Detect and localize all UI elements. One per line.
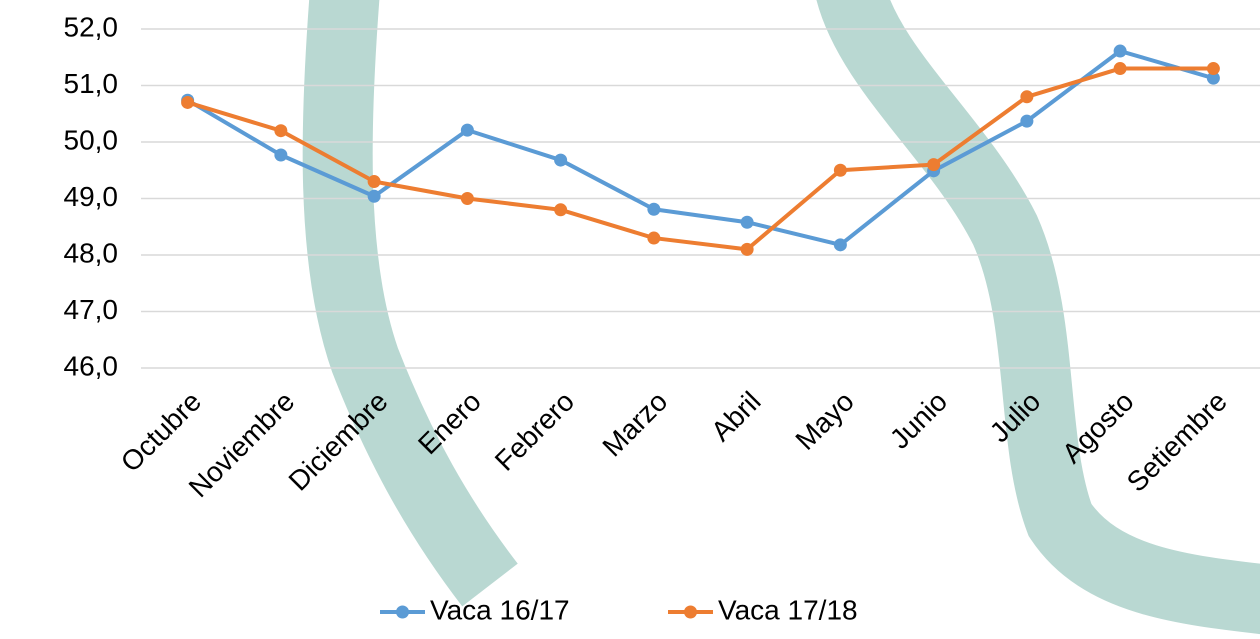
data-point (274, 148, 288, 162)
data-point (1206, 71, 1220, 85)
legend-marker (684, 605, 697, 619)
data-point (833, 163, 847, 177)
y-tick-label: 48,0 (64, 237, 119, 268)
y-tick-label: 50,0 (64, 124, 119, 155)
x-tick-label: Mayo (790, 386, 860, 456)
background-decoration (302, 0, 1260, 635)
data-point (833, 238, 847, 252)
data-point (647, 202, 661, 216)
data-point (367, 189, 381, 203)
x-tick-label: Febrero (489, 386, 580, 477)
data-point (367, 175, 381, 189)
data-point (740, 242, 754, 256)
decor-arc-left (302, 0, 518, 607)
data-point (927, 158, 941, 172)
data-point (1113, 44, 1127, 58)
data-point (1206, 62, 1220, 76)
data-point (554, 153, 568, 167)
series-line (187, 66, 1214, 252)
decor-arc-right (816, 0, 1260, 635)
data-point (554, 203, 568, 217)
x-tick-label: Setiembre (1121, 386, 1233, 498)
y-tick-label: 47,0 (64, 294, 119, 325)
data-point (740, 215, 754, 229)
data-point (181, 95, 195, 109)
legend-label: Vaca 16/17 (430, 594, 570, 625)
data-point (1020, 90, 1034, 104)
x-tick-label: Junio (884, 386, 953, 455)
data-point (274, 124, 288, 138)
x-tick-label: Marzo (596, 386, 673, 463)
legend-label: Vaca 17/18 (718, 594, 858, 625)
legend-marker (396, 605, 409, 619)
y-tick-label: 49,0 (64, 181, 119, 212)
x-tick-label: Abril (705, 386, 767, 448)
data-point (647, 231, 661, 245)
y-tick-label: 51,0 (64, 68, 119, 99)
series-line (186, 49, 1214, 247)
y-tick-label: 52,0 (64, 11, 119, 42)
y-tick-label: 46,0 (64, 350, 119, 381)
data-point (1020, 114, 1034, 128)
data-point (460, 123, 474, 137)
data-point (1113, 62, 1127, 76)
x-tick-label: Octubre (115, 386, 207, 478)
data-point (460, 192, 474, 205)
